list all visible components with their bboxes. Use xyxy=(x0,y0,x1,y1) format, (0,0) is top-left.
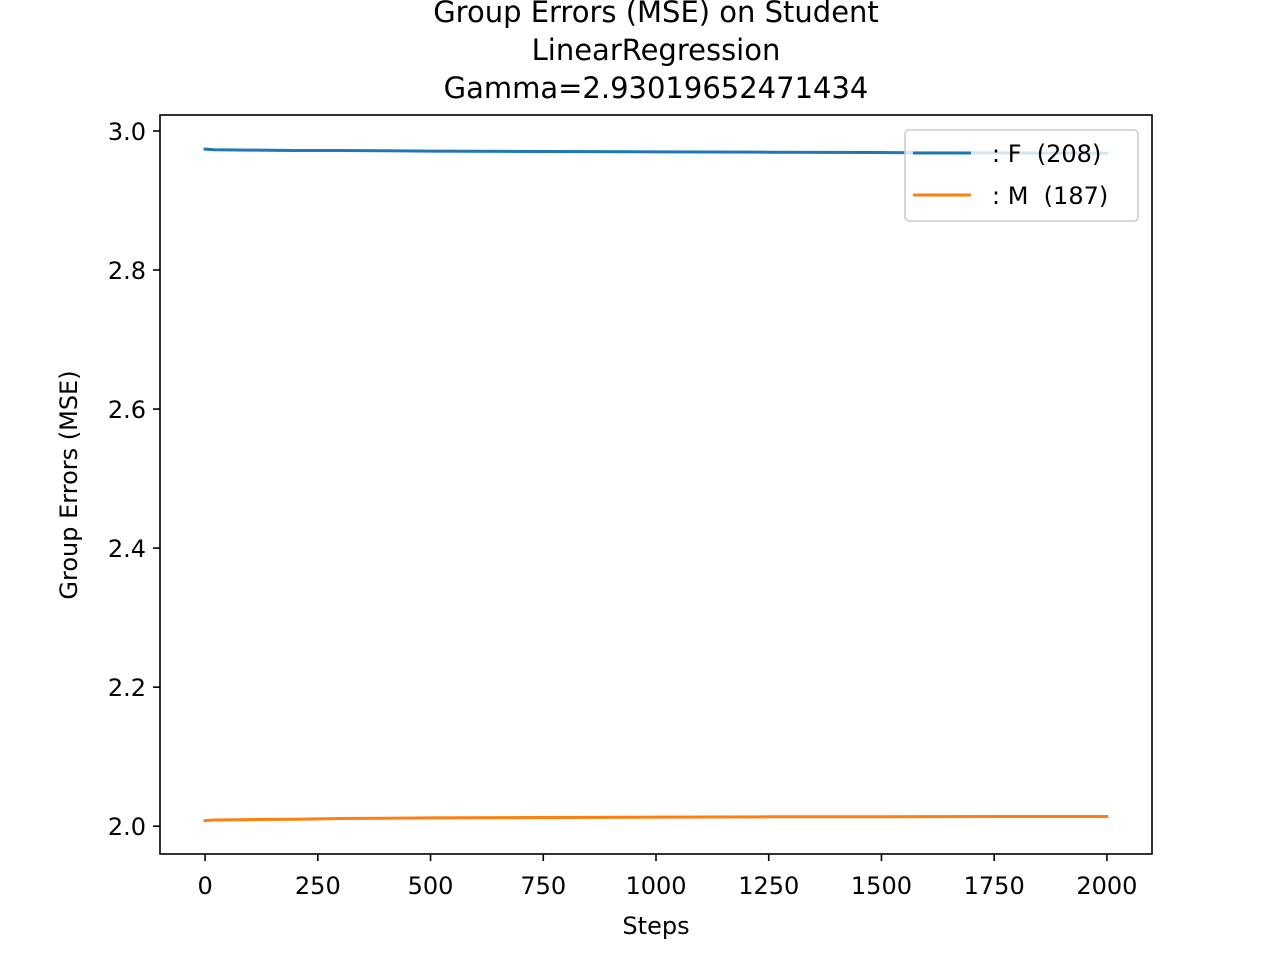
x-tick-label: 1750 xyxy=(964,872,1025,900)
x-tick-label: 0 xyxy=(197,872,212,900)
x-tick-label: 500 xyxy=(408,872,454,900)
chart-title: Group Errors (MSE) on Student LinearRegre… xyxy=(433,0,879,105)
y-axis: 2.0 2.2 2.4 2.6 2.8 3.0 xyxy=(108,118,160,841)
series-group xyxy=(203,147,1109,823)
x-axis-label: Steps xyxy=(622,912,689,940)
chart-title-line: Gamma=2.93019652471434 xyxy=(444,71,869,105)
series-line-m xyxy=(203,814,1109,823)
x-axis: 0 250 500 750 1000 1250 1500 1750 2000 xyxy=(197,854,1137,900)
y-tick-label: 2.0 xyxy=(108,813,146,841)
x-tick-label: 750 xyxy=(520,872,566,900)
y-tick-label: 2.2 xyxy=(108,674,146,702)
legend: : F (208) : M (187) xyxy=(904,129,1139,222)
y-tick-label: 2.6 xyxy=(108,396,146,424)
x-tick-label: 1500 xyxy=(851,872,912,900)
legend-label: : M (187) xyxy=(992,182,1108,210)
x-tick-label: 1000 xyxy=(625,872,686,900)
y-tick-label: 2.4 xyxy=(108,535,146,563)
plot-area xyxy=(160,115,1152,854)
chart-title-line: Group Errors (MSE) on Student xyxy=(433,0,879,29)
x-tick-label: 250 xyxy=(295,872,341,900)
y-tick-label: 2.8 xyxy=(108,257,146,285)
series-line-f xyxy=(203,147,1109,155)
y-tick-label: 3.0 xyxy=(108,118,146,146)
y-axis-label: Group Errors (MSE) xyxy=(55,370,83,599)
legend-label: : F (208) xyxy=(992,140,1101,168)
chart-title-line: LinearRegression xyxy=(532,33,781,67)
x-tick-label: 1250 xyxy=(738,872,799,900)
x-tick-label: 2000 xyxy=(1076,872,1137,900)
